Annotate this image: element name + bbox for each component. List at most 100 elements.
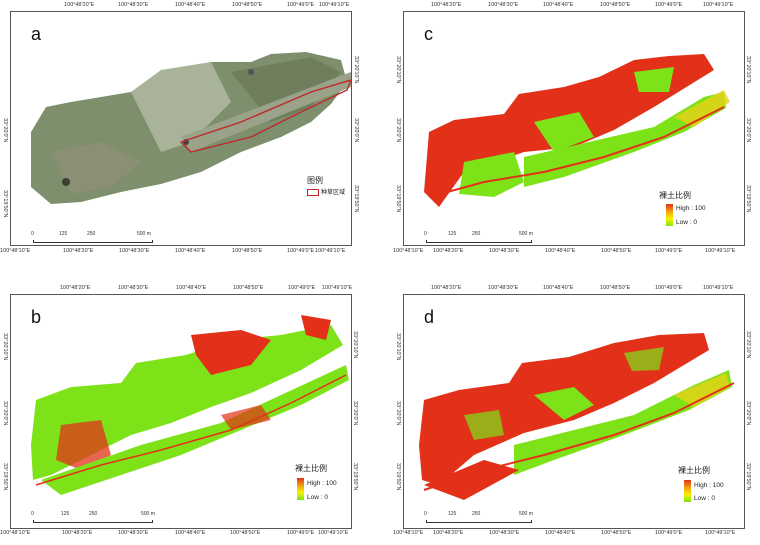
bottom-tick: 100°48'10"E xyxy=(393,530,424,536)
right-tick: 33°20'10"N xyxy=(745,331,751,359)
top-tick: 100°48'30"E xyxy=(118,285,149,291)
scale-label: 250 xyxy=(89,511,98,517)
top-tick: 100°49'0"E xyxy=(655,285,683,291)
panel-label: a xyxy=(31,24,42,44)
bottom-tick: 100°48'10"E xyxy=(0,530,31,536)
top-tick: 100°48'30"E xyxy=(488,285,519,291)
scale-label: 0 xyxy=(31,231,34,237)
legend-high-label: High : 100 xyxy=(694,482,724,489)
bottom-tick: 100°48'40"E xyxy=(545,248,576,254)
top-tick: 100°48'50"E xyxy=(232,2,263,8)
legend-color-ramp xyxy=(684,480,691,502)
map-frame: d 裸土比例 High : 100 Low : 0 0 125 250 500 … xyxy=(403,294,745,529)
panel-b: b 裸土比例 High : 100 Low : 0 0 125 250 500 … xyxy=(0,283,360,538)
bottom-tick: 100°49'0"E xyxy=(287,248,315,254)
left-tick: 33°20'0"N xyxy=(2,118,8,143)
bare-soil-map xyxy=(424,54,730,207)
right-tick: 33°19'50"N xyxy=(353,185,359,213)
scale-bar xyxy=(33,240,153,243)
scale-label: 0 xyxy=(424,231,427,237)
left-tick: 33°20'10"N xyxy=(395,333,401,361)
bottom-tick: 100°49'10"E xyxy=(705,248,736,254)
bottom-tick: 100°49'0"E xyxy=(287,530,315,536)
right-tick: 33°20'10"N xyxy=(352,331,358,359)
bottom-tick: 100°49'0"E xyxy=(655,530,683,536)
top-tick: 100°49'10"E xyxy=(322,285,353,291)
top-tick: 100°48'20"E xyxy=(431,285,462,291)
bottom-tick: 100°48'20"E xyxy=(63,248,94,254)
bottom-tick: 100°49'10"E xyxy=(318,530,349,536)
top-tick: 100°49'10"E xyxy=(319,2,350,8)
left-tick: 33°20'10"N xyxy=(2,333,8,361)
right-tick: 33°20'0"N xyxy=(745,401,751,426)
legend-high-label: High : 100 xyxy=(676,205,706,212)
bottom-tick: 100°48'40"E xyxy=(175,530,206,536)
bottom-tick: 100°48'20"E xyxy=(433,530,464,536)
scale-bar xyxy=(426,240,532,243)
bottom-tick: 100°48'50"E xyxy=(601,248,632,254)
right-tick: 33°20'10"N xyxy=(353,56,359,84)
scale-label: 500 m xyxy=(519,511,533,517)
scale-bar xyxy=(426,520,532,523)
left-tick: 33°20'10"N xyxy=(395,56,401,84)
scale-label: 500 m xyxy=(141,511,155,517)
bottom-tick: 100°48'40"E xyxy=(545,530,576,536)
left-tick: 33°19'50"N xyxy=(395,185,401,213)
top-tick: 100°48'50"E xyxy=(233,285,264,291)
scale-label: 0 xyxy=(31,511,34,517)
scale-label: 0 xyxy=(424,511,427,517)
top-tick: 100°49'10"E xyxy=(703,2,734,8)
bottom-tick: 100°48'20"E xyxy=(62,530,93,536)
scale-label: 500 m xyxy=(137,231,151,237)
scale-label: 125 xyxy=(61,511,70,517)
left-tick: 33°20'0"N xyxy=(395,118,401,143)
bottom-tick: 100°49'0"E xyxy=(655,248,683,254)
legend-low-label: Low : 0 xyxy=(694,495,715,502)
top-tick: 100°48'40"E xyxy=(543,285,574,291)
right-tick: 33°20'10"N xyxy=(745,56,751,84)
top-tick: 100°48'40"E xyxy=(543,2,574,8)
top-tick: 100°48'30"E xyxy=(488,2,519,8)
top-tick: 100°49'0"E xyxy=(655,2,683,8)
legend-title: 图例 xyxy=(307,176,323,185)
bottom-tick: 100°48'50"E xyxy=(601,530,632,536)
bottom-tick: 100°48'10"E xyxy=(0,248,31,254)
panel-a: a 图例 种草区域 0 125 250 500 m 100°48'20"E 10… xyxy=(0,0,360,255)
legend-item-label: 种草区域 xyxy=(321,190,346,196)
right-tick: 33°20'0"N xyxy=(353,118,359,143)
bottom-tick: 100°48'30"E xyxy=(119,248,150,254)
scale-bar xyxy=(33,520,153,523)
bottom-tick: 100°49'10"E xyxy=(705,530,736,536)
bottom-tick: 100°48'30"E xyxy=(118,530,149,536)
top-tick: 100°48'30"E xyxy=(118,2,149,8)
map-frame: b 裸土比例 High : 100 Low : 0 0 125 250 500 … xyxy=(10,294,352,529)
right-tick: 33°19'50"N xyxy=(745,463,751,491)
scale-label: 250 xyxy=(472,231,481,237)
scale-label: 125 xyxy=(59,231,68,237)
left-tick: 33°19'50"N xyxy=(395,463,401,491)
bare-soil-map xyxy=(419,333,735,500)
bottom-tick: 100°48'30"E xyxy=(489,248,520,254)
legend-title: 裸土比例 xyxy=(678,466,710,475)
legend-title: 裸土比例 xyxy=(659,191,691,200)
bottom-tick: 100°48'40"E xyxy=(175,248,206,254)
bottom-tick: 100°48'50"E xyxy=(230,530,261,536)
legend-title: 裸土比例 xyxy=(295,464,327,473)
panel-label: c xyxy=(424,24,433,44)
right-tick: 33°19'50"N xyxy=(745,185,751,213)
bottom-tick: 100°49'10"E xyxy=(315,248,346,254)
top-tick: 100°48'20"E xyxy=(64,2,95,8)
left-tick: 33°19'50"N xyxy=(2,190,8,218)
right-tick: 33°20'0"N xyxy=(352,401,358,426)
panel-label: d xyxy=(424,307,435,327)
legend-color-ramp xyxy=(666,204,673,226)
top-tick: 100°49'10"E xyxy=(703,285,734,291)
panel-label: b xyxy=(31,307,42,327)
top-tick: 100°48'50"E xyxy=(600,2,631,8)
top-tick: 100°48'50"E xyxy=(600,285,631,291)
map-frame: a 图例 种草区域 0 125 250 500 m xyxy=(10,11,352,246)
bottom-tick: 100°48'20"E xyxy=(433,248,464,254)
scale-label: 125 xyxy=(448,231,457,237)
planting-area-outline xyxy=(179,79,351,153)
aerial-image xyxy=(31,52,351,204)
